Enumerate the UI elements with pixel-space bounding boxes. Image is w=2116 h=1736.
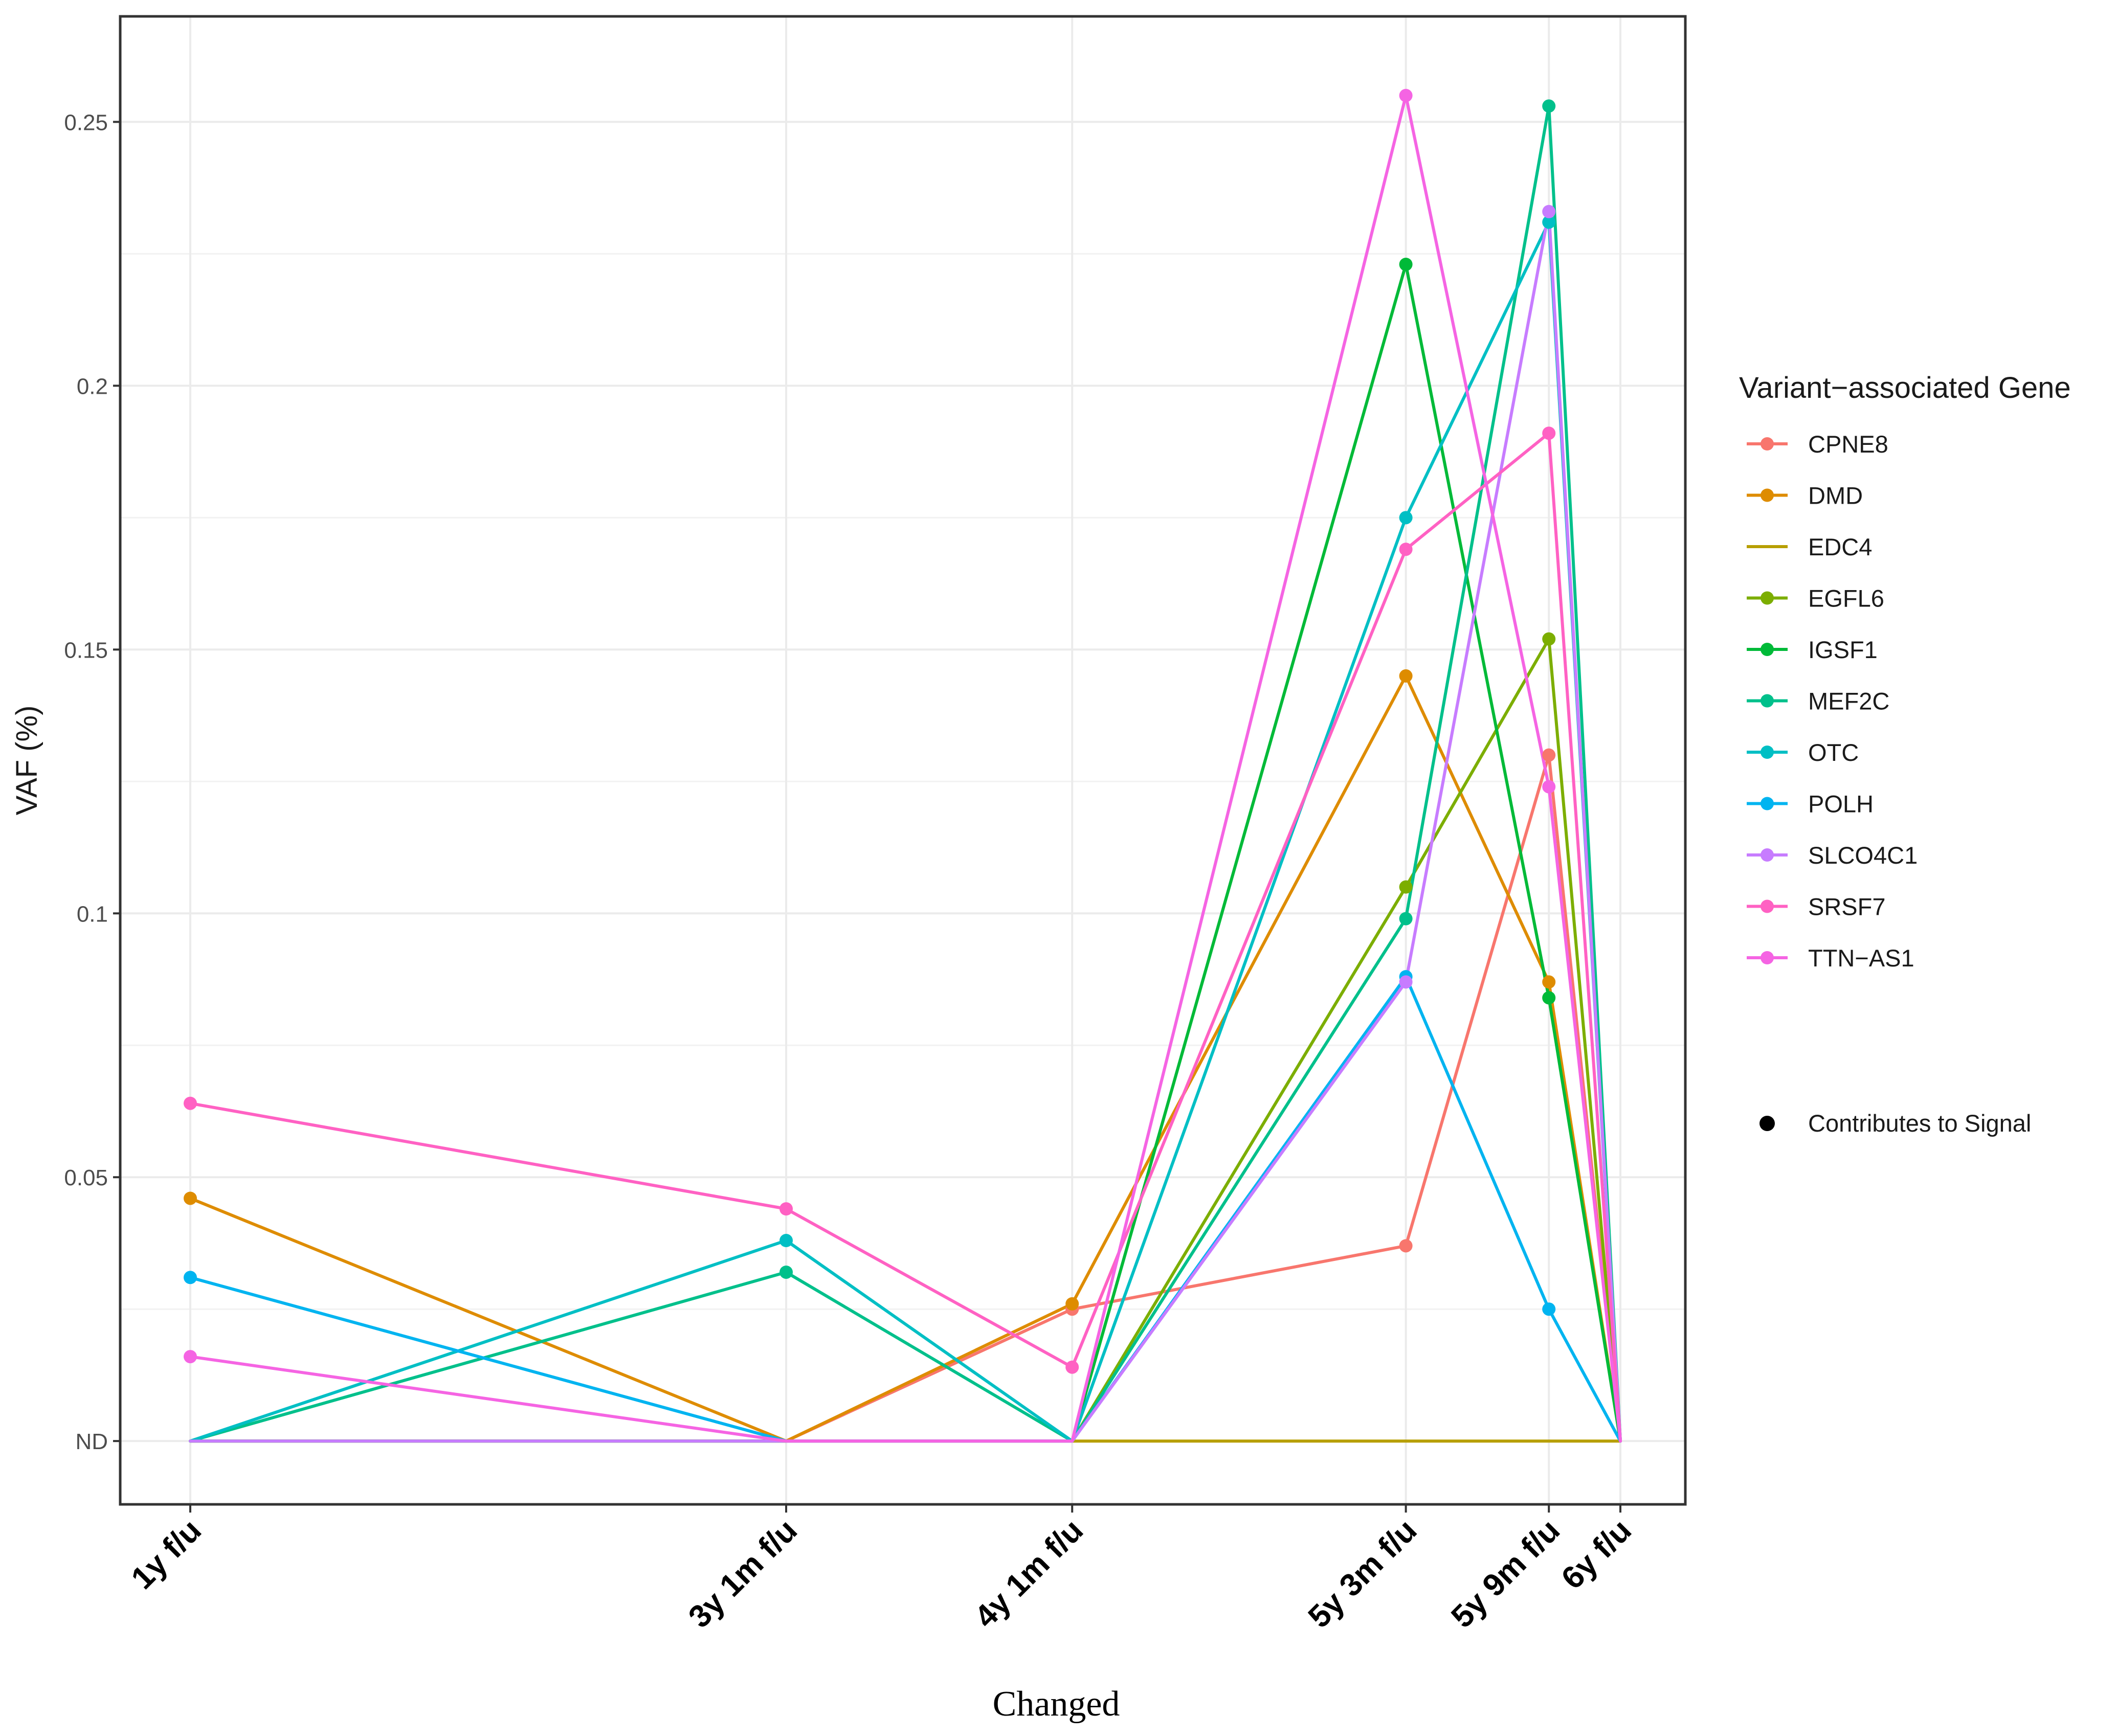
data-point-dmd	[184, 1191, 197, 1205]
series-points	[184, 88, 1556, 1374]
data-point-mef2c	[1399, 912, 1413, 926]
legend-item-srsf7: SRSF7	[1747, 893, 1886, 920]
series-line-mef2c	[189, 104, 1622, 1443]
legend-label: EGFL6	[1808, 585, 1884, 612]
data-point-dmd	[1399, 669, 1413, 683]
legend-item-cpne8: CPNE8	[1747, 431, 1888, 458]
legend-shape-key-point	[1759, 1116, 1775, 1131]
legend-label: DMD	[1808, 482, 1863, 509]
y-tick-label: 0.2	[77, 374, 108, 399]
x-tick-label: 5y 3m f/u	[1302, 1513, 1424, 1635]
data-point-srsf7	[779, 1202, 793, 1216]
x-axis-label: Changed	[993, 1684, 1120, 1724]
legend-key-point	[1761, 797, 1774, 810]
data-point-egfl6	[1399, 880, 1413, 894]
data-point-srsf7	[184, 1096, 197, 1110]
legend-item-ttn-as1: TTN−AS1	[1747, 944, 1914, 972]
y-tick-label: 0.1	[77, 901, 108, 927]
legend-label: SRSF7	[1808, 893, 1886, 920]
data-point-cpne8	[1399, 1239, 1413, 1253]
legend-key-point	[1761, 951, 1774, 964]
legend-label: EDC4	[1808, 533, 1872, 560]
legend-items: CPNE8 DMD EDC4 EGFL6 IGSF1 MEF2C OTC POLH SLCO4C…	[1747, 431, 1918, 972]
data-point-srsf7	[1399, 543, 1413, 556]
data-point-ttn-as1	[1399, 88, 1413, 102]
legend-title: Variant−associated Gene	[1739, 371, 2071, 404]
series-lines	[189, 94, 1622, 1443]
data-point-polh	[1542, 1302, 1556, 1316]
panel-background	[120, 16, 1685, 1504]
data-point-egfl6	[1542, 632, 1556, 646]
y-tick-label: 0.15	[64, 638, 108, 663]
legend-key-point	[1761, 437, 1774, 450]
legend-item-otc: OTC	[1747, 739, 1859, 766]
x-axis: 1y f/u 3y 1m f/u 4y 1m f/u 5y 3m f/u 5y 9m f…	[125, 1504, 1638, 1635]
legend-label: CPNE8	[1808, 431, 1888, 458]
x-tick-label: 1y f/u	[125, 1513, 208, 1596]
legend-key-point	[1761, 694, 1774, 708]
data-point-igsf1	[1399, 258, 1413, 271]
y-tick-label: 0.25	[64, 110, 108, 135]
legend-label: POLH	[1808, 791, 1874, 818]
x-tick-label: 4y 1m f/u	[968, 1513, 1090, 1635]
data-point-igsf1	[1542, 991, 1556, 1005]
data-point-slco4c1	[1542, 205, 1556, 218]
panel-border	[119, 15, 1687, 1506]
data-point-otc	[779, 1234, 793, 1248]
data-point-ttn-as1	[184, 1350, 197, 1364]
legend-label: OTC	[1808, 739, 1859, 766]
y-axis-label: VAF (%)	[10, 706, 43, 816]
legend: Variant−associated Gene CPNE8 DMD EDC4 EGFL…	[1739, 371, 2071, 1137]
legend-label: TTN−AS1	[1808, 944, 1914, 972]
legend-key-point	[1761, 746, 1774, 759]
y-tick-label: 0.05	[64, 1165, 108, 1190]
data-point-srsf7	[1065, 1360, 1079, 1374]
series-line-srsf7	[189, 432, 1622, 1443]
legend-item-dmd: DMD	[1747, 482, 1863, 509]
data-point-otc	[1542, 215, 1556, 229]
data-point-otc	[1399, 511, 1413, 525]
y-tick-label: ND	[75, 1429, 108, 1454]
data-point-ttn-as1	[1542, 780, 1556, 794]
series-line-polh	[189, 975, 1622, 1443]
data-point-cpne8	[1542, 748, 1556, 762]
data-point-dmd	[1542, 975, 1556, 989]
legend-key-point	[1761, 848, 1774, 862]
legend-label: MEF2C	[1808, 688, 1889, 715]
y-axis: ND 0.05 0.1 0.15 0.2 0.25	[64, 110, 120, 1454]
x-tick-label: 5y 9m f/u	[1444, 1513, 1567, 1635]
legend-shape-key-label: Contributes to Signal	[1808, 1110, 2031, 1137]
x-tick-label: 3y 1m f/u	[682, 1513, 804, 1635]
data-point-slco4c1	[1399, 975, 1413, 989]
data-point-mef2c	[779, 1265, 793, 1279]
legend-key-point	[1761, 643, 1774, 656]
legend-item-slco4c1: SLCO4C1	[1747, 842, 1918, 869]
x-tick-label: 6y f/u	[1555, 1513, 1638, 1596]
series-line-slco4c1	[189, 210, 1622, 1443]
series-line-ttn-as1	[189, 94, 1622, 1443]
legend-item-igsf1: IGSF1	[1747, 636, 1878, 663]
data-point-polh	[184, 1271, 197, 1284]
data-point-srsf7	[1542, 426, 1556, 440]
legend-item-egfl6: EGFL6	[1747, 585, 1884, 612]
data-point-dmd	[1065, 1297, 1079, 1311]
legend-key-point	[1761, 591, 1774, 605]
series-line-dmd	[189, 674, 1622, 1443]
legend-item-polh: POLH	[1747, 791, 1874, 818]
legend-key-point	[1761, 899, 1774, 913]
data-point-mef2c	[1542, 99, 1556, 113]
legend-label: IGSF1	[1808, 636, 1878, 663]
legend-item-edc4: EDC4	[1747, 533, 1872, 560]
legend-label: SLCO4C1	[1808, 842, 1918, 869]
legend-key-point	[1761, 488, 1774, 502]
legend-item-mef2c: MEF2C	[1747, 688, 1889, 715]
